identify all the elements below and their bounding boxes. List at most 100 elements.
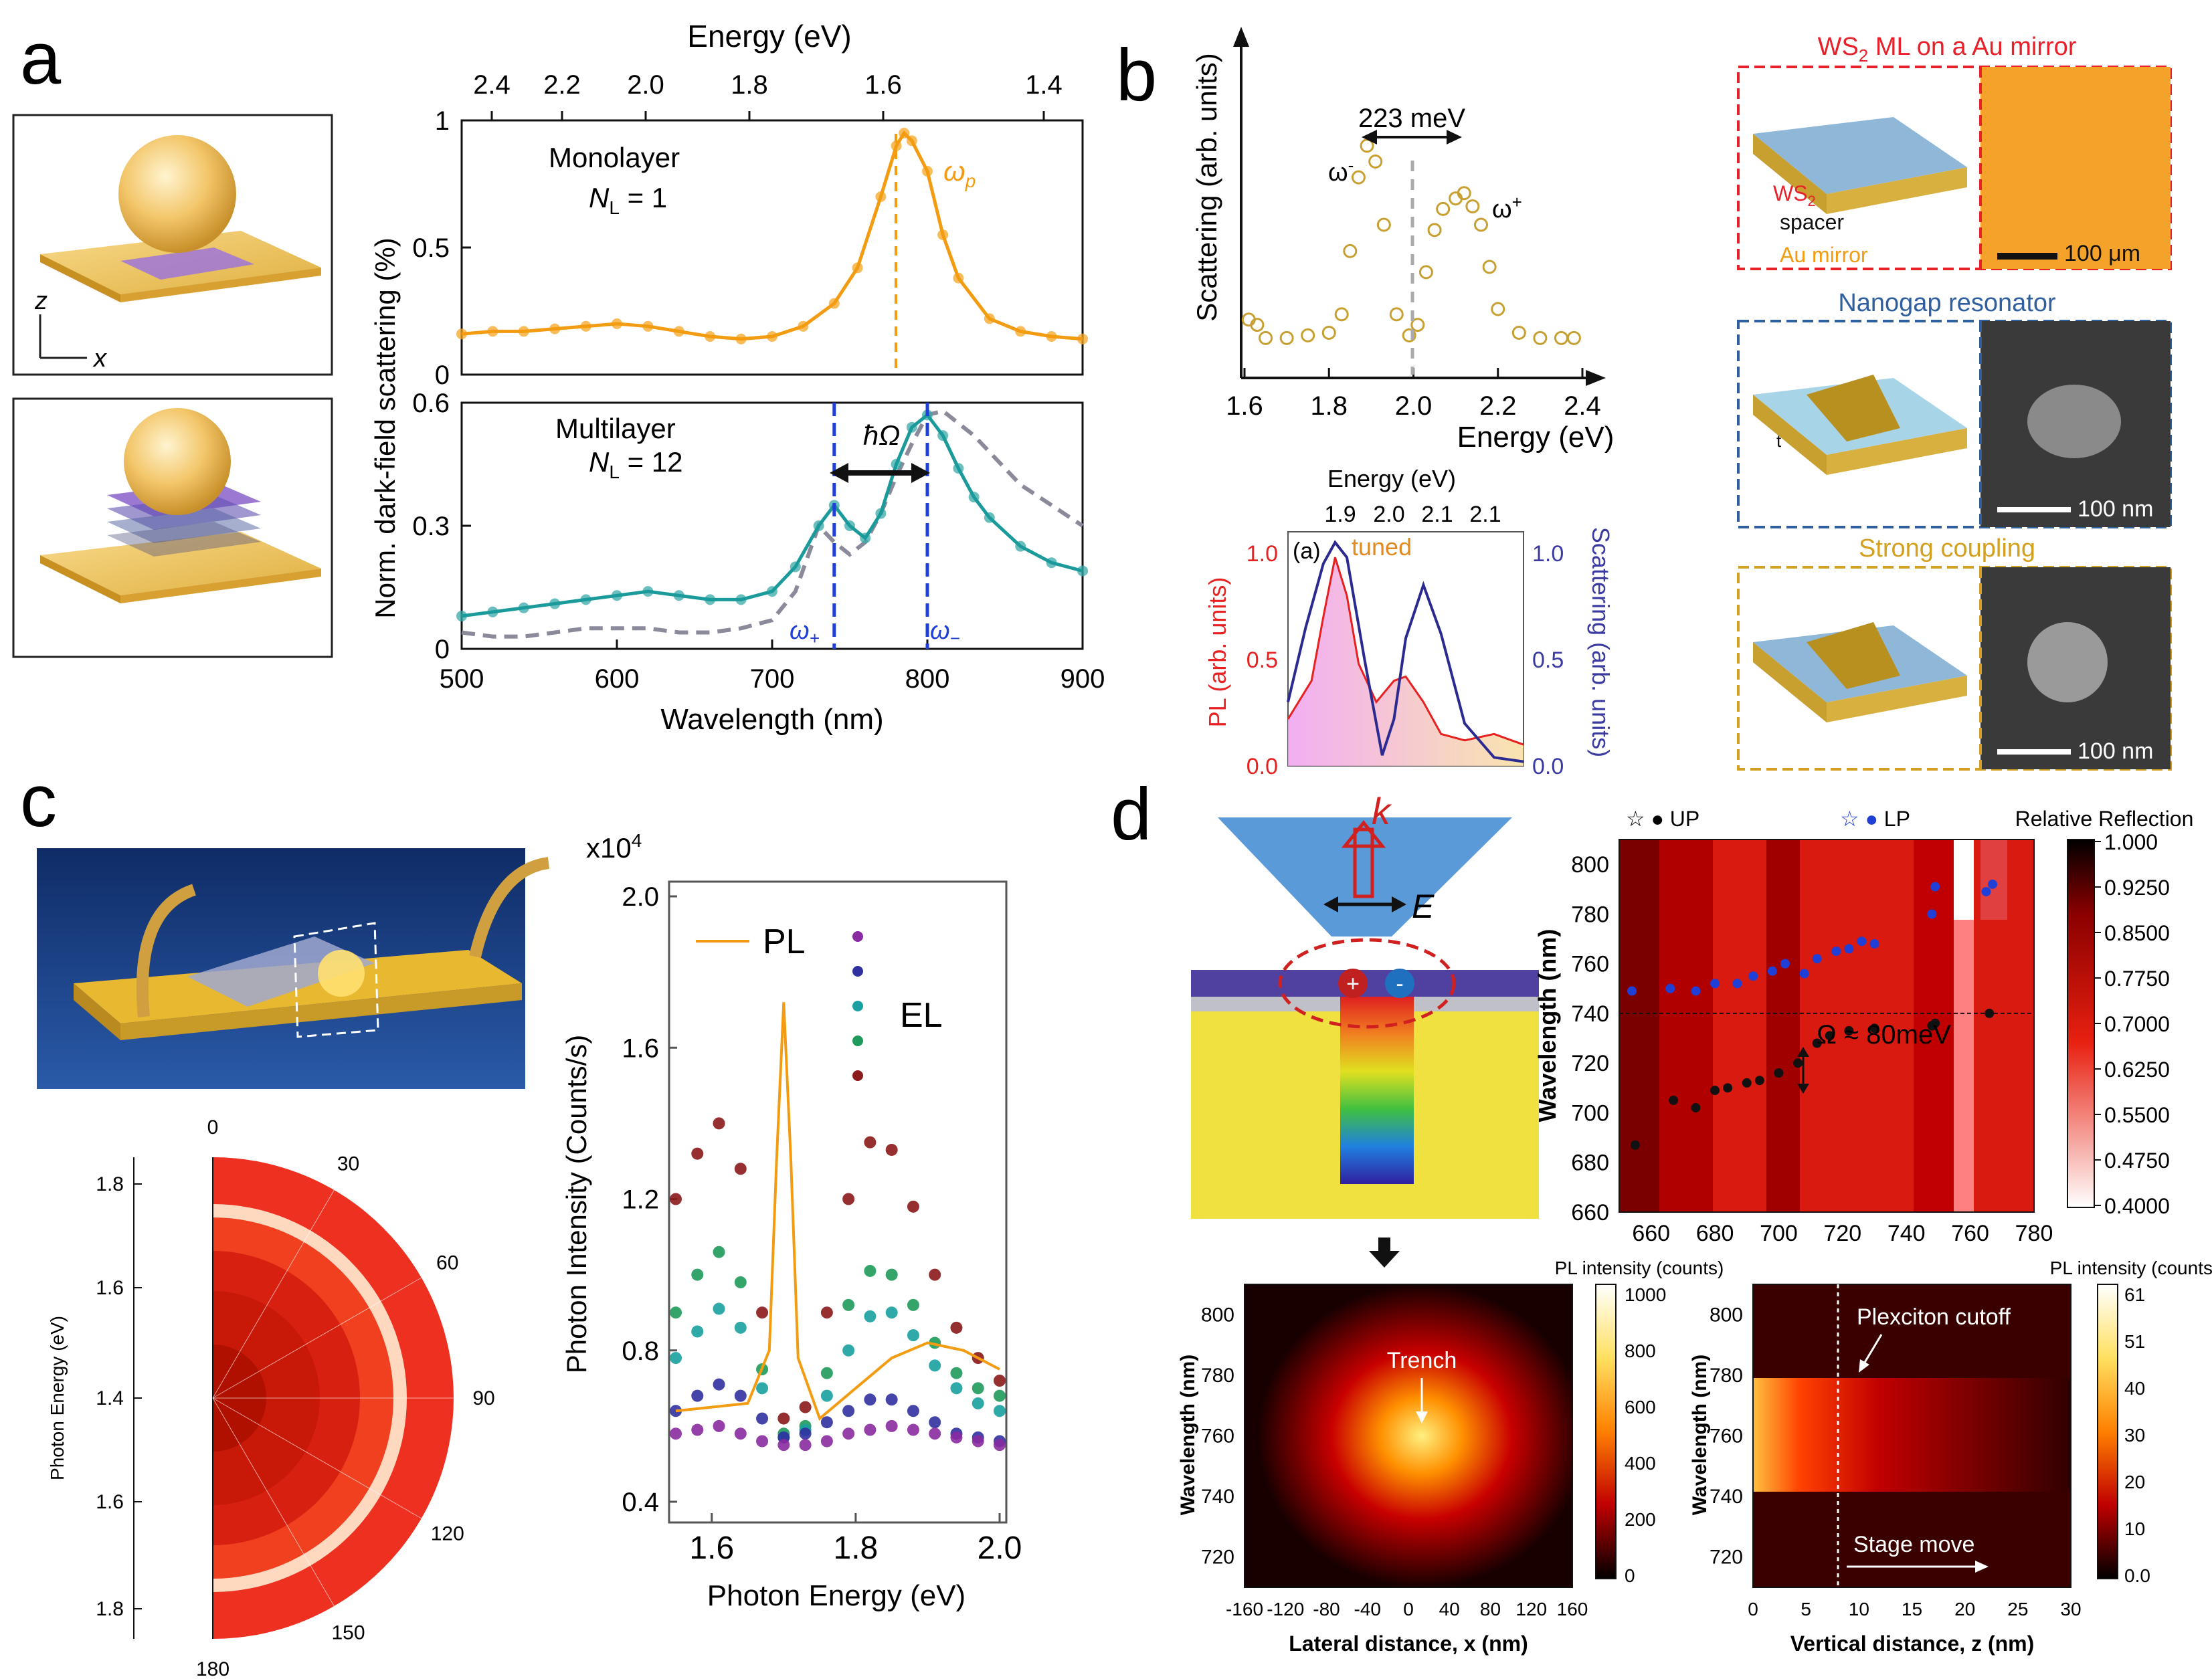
b-inset-top-tick: 1.9	[1324, 502, 1356, 527]
d-map-lp-point	[1981, 886, 1991, 896]
b-box2-title: Nanogap resonator	[1838, 289, 2056, 317]
c-el-point	[734, 1321, 747, 1334]
d-cbar-tick-label: 0.7000	[2104, 1012, 2170, 1036]
b-box2-t: t	[1776, 431, 1782, 451]
d-map-lp-point	[1831, 947, 1841, 957]
d-map-up-point	[1754, 1076, 1764, 1086]
a-lower-xtick-label: 800	[905, 664, 950, 694]
c-el-point	[820, 1306, 833, 1319]
d-map-up-point	[1774, 1068, 1784, 1078]
axis-x-label: x	[92, 344, 108, 373]
panel-a-upper-plot: Energy (eV) 2.4 2.2 2.0 1.8 1.6 1.4 00.51 Mon…	[412, 19, 1088, 390]
c-x-axis-title: Photon Energy (eV)	[707, 1579, 965, 1612]
d-bl-y-title: Wavelength (nm)	[1177, 1355, 1199, 1516]
c-el-point	[713, 1246, 725, 1258]
d-map-xtick-label: 660	[1632, 1221, 1670, 1246]
d-map-up-point	[1825, 1031, 1835, 1041]
d-br-cbar-tick: 61	[2124, 1284, 2145, 1305]
d-map-y-title: Wavelength (nm)	[1534, 929, 1561, 1122]
d-bl-cbar-tick: 200	[1625, 1509, 1656, 1530]
d-bl-xtick-label: 0	[1403, 1599, 1414, 1619]
a-top-axis-title: Energy (eV)	[687, 19, 851, 54]
d-bl-xtick-label: -80	[1313, 1599, 1340, 1619]
c-spectra-plot: x104 0.4 0.8 1.2 1.6 2.0 1.6 1.8 2.0 PL EL	[586, 830, 1022, 1566]
d-map-ytick-label: 680	[1571, 1151, 1609, 1176]
c-el-point	[929, 1268, 941, 1281]
c-polar-plot: 0 30 60 90 120 150 180 1.8 1.6 1.4 1.6 1.8	[96, 1116, 494, 1679]
d-map-xtick-label: 720	[1823, 1221, 1861, 1246]
d-map-xtick-label: 680	[1696, 1221, 1734, 1246]
b-scatter-point	[1427, 223, 1442, 237]
b-inset-right-ticks: 0.0 0.5 1.0	[1532, 541, 1564, 779]
d-br-xtick-label: 25	[2007, 1599, 2028, 1619]
d-map-up-point	[1691, 1103, 1701, 1113]
b-omega-minus: ω-	[1328, 155, 1354, 187]
c-el-point	[907, 1329, 919, 1342]
a-upper-ytick-label: 0	[435, 361, 450, 390]
d-cbar-tick-label: 0.6250	[2104, 1058, 2170, 1082]
b-scatter-point	[1368, 155, 1383, 169]
b-box1-spacer: spacer	[1780, 210, 1844, 234]
d-map-lp-point	[1988, 879, 1997, 889]
a-monolayer-nl: NL = 1	[589, 182, 667, 218]
c-xtick-label: 1.6	[689, 1530, 734, 1566]
a-lower-ytick-label: 0	[435, 635, 450, 664]
c-el-point	[734, 1276, 747, 1288]
b-y-axis-title: Scattering (arb. units)	[1191, 53, 1222, 322]
b-inset-scattering-line	[1287, 540, 1524, 763]
a-upper-ytick-label: 0.5	[412, 233, 450, 263]
d-br-ytick-label: 760	[1710, 1425, 1743, 1448]
c-el-point	[799, 1439, 812, 1452]
c-el-point	[691, 1423, 704, 1436]
b-omega-plus: ω+	[1492, 192, 1522, 223]
d-cbar-tick-label: 0.9250	[2104, 876, 2170, 900]
d-plus: +	[1346, 971, 1360, 997]
d-br-cbar-ticks: 61 51 40 30 20 10 0.0	[2124, 1284, 2150, 1586]
d-bl-ytick-label: 720	[1201, 1547, 1234, 1569]
b-inset-right-tick: 0.0	[1532, 754, 1564, 779]
d-bottom-right-plot: PL intensity (counts) 0 5 10 15 20 25 30 720 74…	[1710, 1258, 2212, 1619]
c-el-point	[842, 1405, 855, 1417]
a-top-tick-label: 1.4	[1025, 70, 1063, 100]
c-el-point	[885, 1419, 898, 1432]
c-el-point	[842, 1193, 855, 1205]
c-el-point	[994, 1439, 1006, 1452]
c-el-point	[885, 1143, 898, 1156]
d-map-up-point	[1723, 1083, 1733, 1093]
d-bl-ytick-label: 800	[1201, 1304, 1234, 1326]
c-el-point	[713, 1378, 725, 1391]
b-scatter-point	[1474, 217, 1488, 232]
d-bl-y-ticks: 720 740 760 780 800	[1201, 1304, 1234, 1568]
d-bottom-left-plot: PL intensity (counts) -160 -120 -80 -40 0 40 8…	[1201, 1258, 1724, 1619]
c-polar-angle-label: 30	[337, 1153, 359, 1175]
d-k-label: k	[1372, 790, 1392, 832]
c-y-axis-title: Photon Intensity (Counts/s)	[561, 1035, 592, 1374]
b-inset-left-tick: 1.0	[1247, 541, 1278, 567]
c-el-point	[885, 1268, 898, 1281]
c-el-point	[713, 1117, 725, 1130]
d-map-up-point	[1630, 1140, 1640, 1150]
c-polar-r-label: 1.4	[96, 1387, 124, 1409]
d-map-lp-point	[1927, 909, 1937, 919]
b-box1-scale: 100 μm	[2064, 241, 2140, 266]
b-inset-top-tick: 2.1	[1421, 502, 1453, 527]
d-br-cbar-tick: 30	[2124, 1425, 2145, 1446]
a-lower-ytick-label: 0.3	[412, 512, 450, 541]
d-map-x-ticks: 660 680 700 720 740 760 780	[1632, 1221, 2053, 1246]
b-inset-right-title: Scattering (arb. units)	[1587, 527, 1615, 757]
d-map-lp-point	[1812, 954, 1822, 964]
d-map-ytick-label: 700	[1571, 1100, 1609, 1126]
d-br-cutoff: Plexciton cutoff	[1857, 1304, 2011, 1330]
d-omega-label: Ω ≈ 80meV	[1817, 1020, 1951, 1050]
a-top-tick-label: 2.2	[543, 70, 581, 100]
b-xtick-label: 2.0	[1395, 391, 1433, 421]
b-box1-mirror: Au mirror	[1780, 243, 1868, 267]
c-polar-r-label: 1.8	[96, 1173, 124, 1195]
c-el-point	[734, 1163, 747, 1175]
b-scatter-point	[1418, 265, 1433, 280]
a-lower-series	[456, 403, 1088, 649]
d-map-ytick-label: 800	[1571, 852, 1609, 878]
d-bl-xtick-label: -120	[1267, 1599, 1304, 1619]
d-map-plot: 660 680 700 720 740 760 780 660 680 700 720 740 760…	[1571, 807, 2053, 1246]
d-br-xtick-label: 5	[1801, 1599, 1811, 1619]
